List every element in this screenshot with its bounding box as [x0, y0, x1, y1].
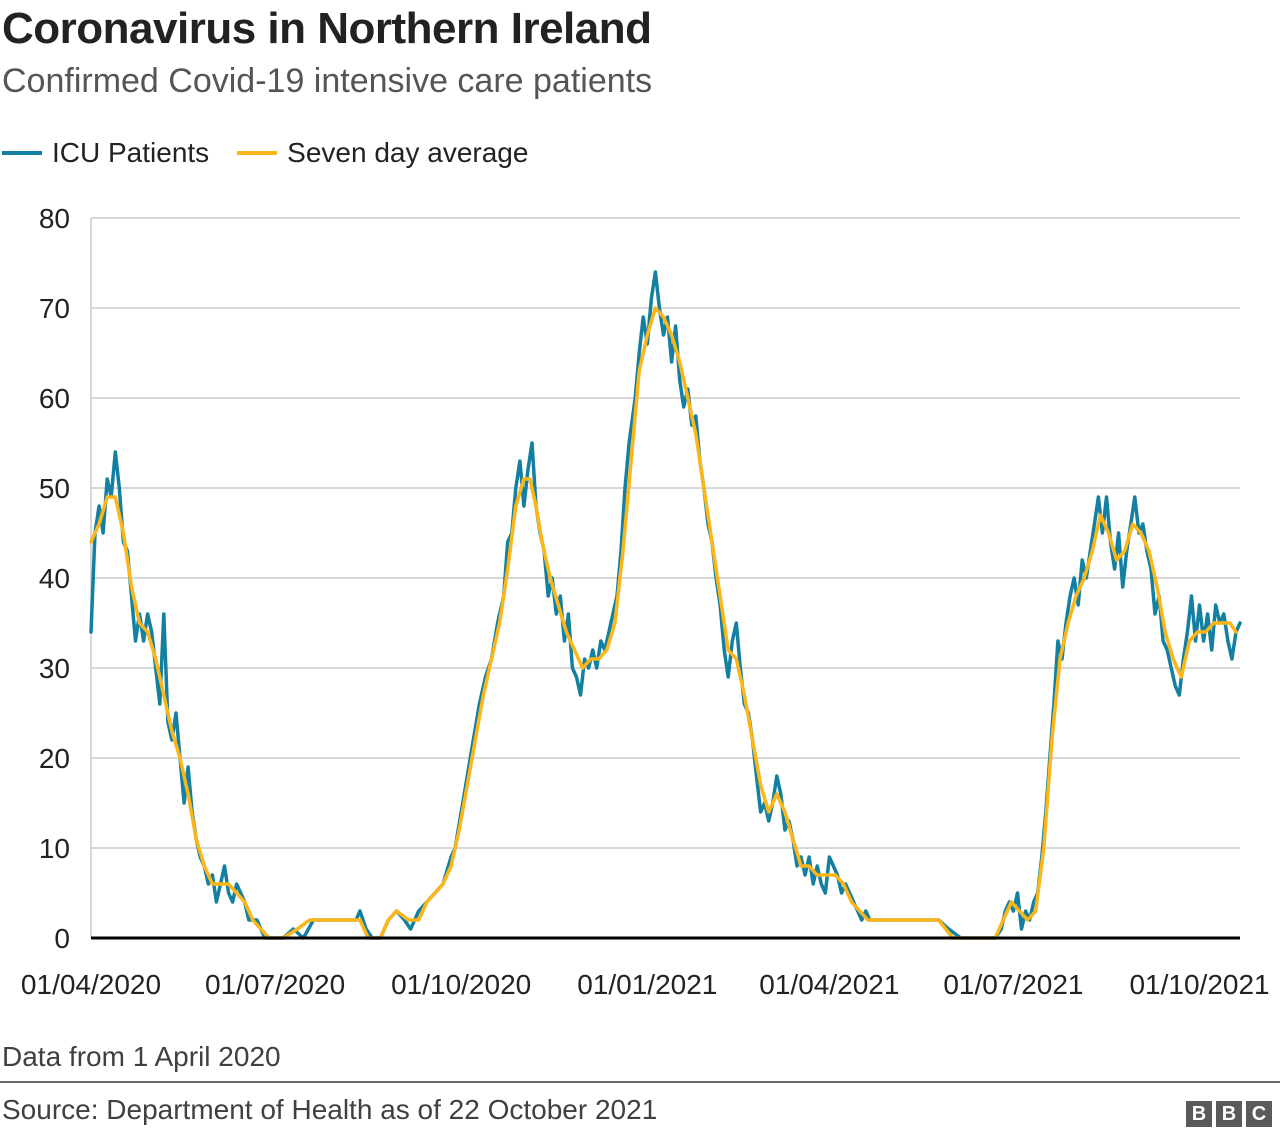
legend-swatch-icu: [2, 151, 42, 155]
y-tick-label: 30: [39, 653, 70, 684]
x-tick-label: 01/10/2020: [391, 969, 531, 1000]
x-tick-label: 01/04/2021: [759, 969, 899, 1000]
chart-title: Coronavirus in Northern Ireland: [2, 4, 652, 53]
bbc-logo: B B C: [1182, 1101, 1272, 1127]
footer-divider: [0, 1081, 1280, 1083]
legend-item-average: Seven day average: [237, 137, 528, 169]
data-note: Data from 1 April 2020: [2, 1041, 281, 1072]
legend-label-icu: ICU Patients: [52, 137, 210, 168]
bbc-logo-letter: B: [1186, 1101, 1212, 1127]
y-tick-label: 70: [39, 293, 70, 324]
chart-subtitle: Confirmed Covid-19 intensive care patien…: [2, 62, 653, 100]
legend-swatch-average: [237, 151, 278, 155]
legend-item-icu: ICU Patients: [2, 137, 209, 169]
y-tick-label: 0: [54, 923, 70, 954]
y-tick-label: 60: [39, 383, 70, 414]
bbc-logo-letter: C: [1246, 1101, 1272, 1127]
x-tick-label: 01/07/2020: [205, 969, 345, 1000]
x-tick-label: 01/10/2021: [1129, 969, 1269, 1000]
y-tick-label: 40: [39, 563, 70, 594]
x-tick-label: 01/01/2021: [577, 969, 717, 1000]
series-line-average: [89, 306, 1238, 940]
x-tick-label: 01/04/2020: [21, 969, 161, 1000]
chart-grid: [90, 217, 1240, 938]
y-tick-label: 10: [39, 833, 70, 864]
y-tick-label: 80: [39, 203, 70, 234]
legend-label-average: Seven day average: [287, 137, 529, 168]
series-line-icu: [89, 270, 1242, 940]
bbc-logo-letter: B: [1216, 1101, 1242, 1127]
legend: ICU Patients Seven day average: [2, 136, 556, 170]
chart-axes: 0 10 20 30 40 50 60 70 80 01/04/2020 01/07/2020 01/…: [21, 203, 1270, 1000]
chart-series: [89, 270, 1242, 940]
x-tick-label: 01/07/2021: [943, 969, 1083, 1000]
y-tick-label: 20: [39, 743, 70, 774]
line-chart: 0 10 20 30 40 50 60 70 80 01/04/2020 01/07/2020 01/…: [21, 203, 1270, 1000]
y-tick-label: 50: [39, 473, 70, 504]
source-text: Source: Department of Health as of 22 Oc…: [2, 1094, 658, 1125]
